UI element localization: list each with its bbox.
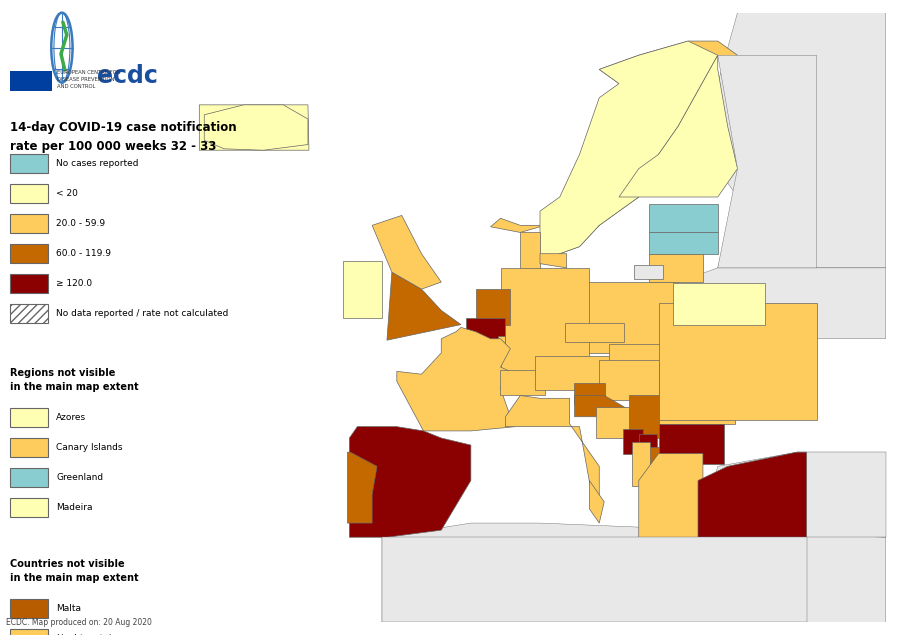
Text: 20.0 - 59.9: 20.0 - 59.9	[56, 219, 105, 228]
Polygon shape	[599, 360, 663, 399]
Polygon shape	[387, 272, 461, 340]
Polygon shape	[372, 215, 441, 289]
Bar	[10, 184, 49, 203]
Polygon shape	[540, 254, 567, 268]
Polygon shape	[649, 254, 703, 282]
Polygon shape	[639, 453, 703, 551]
Text: Canary Islands: Canary Islands	[56, 443, 122, 452]
Bar	[10, 244, 49, 263]
Bar	[10, 498, 49, 517]
Text: ECDC. Map produced on: 20 Aug 2020: ECDC. Map produced on: 20 Aug 2020	[5, 618, 152, 627]
Polygon shape	[580, 282, 679, 353]
Polygon shape	[574, 396, 629, 431]
Bar	[10, 71, 52, 91]
Text: 60.0 - 119.9: 60.0 - 119.9	[56, 249, 111, 258]
Polygon shape	[590, 481, 604, 523]
Polygon shape	[573, 383, 605, 404]
Bar	[10, 408, 49, 427]
Text: No cases reported: No cases reported	[56, 159, 139, 168]
Text: < 20: < 20	[56, 189, 78, 198]
Polygon shape	[688, 13, 886, 268]
Text: No data reported / rate not calculated: No data reported / rate not calculated	[56, 309, 229, 318]
Bar	[10, 629, 49, 635]
Text: Greenland: Greenland	[56, 473, 104, 482]
Bar	[10, 438, 49, 457]
Polygon shape	[623, 429, 643, 453]
Polygon shape	[466, 318, 506, 346]
Polygon shape	[199, 105, 309, 150]
Polygon shape	[643, 446, 669, 469]
Bar	[10, 154, 49, 173]
Polygon shape	[536, 356, 611, 390]
Polygon shape	[498, 336, 506, 347]
Polygon shape	[506, 396, 599, 509]
Polygon shape	[634, 265, 663, 279]
Polygon shape	[347, 452, 377, 523]
Polygon shape	[698, 452, 886, 537]
Polygon shape	[796, 452, 886, 537]
Polygon shape	[619, 55, 737, 197]
Polygon shape	[491, 41, 737, 254]
Text: rate per 100 000 weeks 32 - 33: rate per 100 000 weeks 32 - 33	[10, 140, 216, 152]
Polygon shape	[704, 360, 740, 403]
Polygon shape	[476, 289, 510, 324]
Text: Madeira: Madeira	[56, 503, 93, 512]
Text: Countries not visible
in the main map extent: Countries not visible in the main map ex…	[10, 559, 139, 584]
Polygon shape	[349, 427, 471, 537]
Text: Malta: Malta	[56, 605, 81, 613]
Bar	[10, 214, 49, 233]
Text: 14-day COVID-19 case notification: 14-day COVID-19 case notification	[10, 121, 237, 133]
Polygon shape	[679, 268, 886, 338]
Polygon shape	[520, 232, 540, 275]
Polygon shape	[718, 55, 816, 268]
Polygon shape	[760, 540, 784, 559]
Polygon shape	[649, 232, 718, 254]
Polygon shape	[343, 261, 382, 318]
Text: ecdc: ecdc	[97, 64, 158, 88]
Text: Azores: Azores	[56, 413, 86, 422]
Text: EUROPEAN CENTRE FOR
DISEASE PREVENTION
AND CONTROL: EUROPEAN CENTRE FOR DISEASE PREVENTION A…	[57, 70, 121, 90]
Polygon shape	[649, 204, 718, 232]
Polygon shape	[500, 268, 590, 374]
Polygon shape	[500, 370, 544, 396]
Polygon shape	[639, 434, 656, 452]
Polygon shape	[659, 363, 734, 424]
Polygon shape	[397, 328, 516, 431]
Polygon shape	[659, 304, 816, 420]
Bar	[10, 599, 49, 618]
Polygon shape	[609, 344, 663, 371]
Bar	[10, 274, 49, 293]
Bar	[10, 468, 49, 487]
Polygon shape	[673, 283, 765, 324]
Polygon shape	[629, 396, 663, 438]
Polygon shape	[540, 41, 718, 264]
Polygon shape	[382, 537, 806, 622]
Polygon shape	[382, 523, 886, 622]
Text: ≥ 120.0: ≥ 120.0	[56, 279, 92, 288]
Bar	[10, 304, 49, 323]
Polygon shape	[659, 424, 724, 464]
Polygon shape	[632, 442, 650, 486]
Text: Regions not visible
in the main map extent: Regions not visible in the main map exte…	[10, 368, 139, 392]
Polygon shape	[564, 323, 624, 342]
Polygon shape	[204, 105, 308, 150]
Polygon shape	[698, 452, 806, 537]
Text: Liechtenstein: Liechtenstein	[56, 634, 117, 635]
Polygon shape	[597, 407, 634, 438]
